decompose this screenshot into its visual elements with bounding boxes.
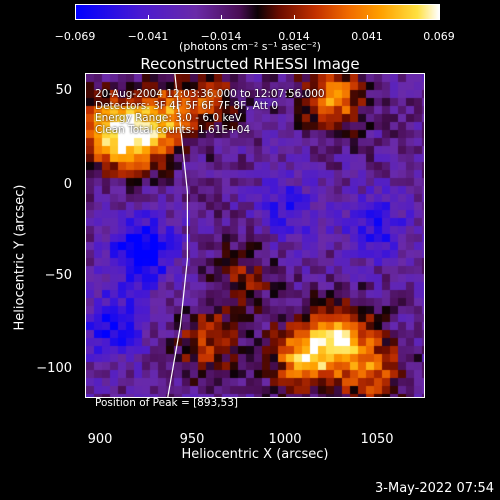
colorbar-tick-label: −0.069	[54, 30, 96, 43]
colorbar-tick-mark	[75, 15, 76, 20]
y-tick-label: −50	[44, 268, 72, 283]
y-tick-label: 0	[63, 177, 72, 192]
info-detectors: Detectors: 3F 4F 5F 6F 7F 8F, Att 0	[95, 100, 279, 112]
colorbar-tick-mark	[221, 15, 222, 20]
x-tick-label: 1050	[360, 432, 394, 447]
colorbar-tick-label: 0.014	[278, 30, 310, 43]
y-tick-label: −100	[36, 361, 72, 376]
colorbar-tick-label: −0.041	[127, 30, 169, 43]
plot-area[interactable]	[85, 73, 425, 398]
colorbar-tick-mark	[148, 15, 149, 20]
colorbar	[75, 4, 440, 20]
chart-title: Reconstructed RHESSI Image	[140, 55, 360, 73]
x-tick-label: 900	[87, 432, 113, 447]
x-tick-label: 950	[179, 432, 205, 447]
info-energy: Energy Range: 3.0 - 6.0 keV	[95, 112, 242, 124]
timestamp: 3-May-2022 07:54	[375, 481, 494, 496]
x-axis-label: Heliocentric X (arcsec)	[181, 447, 329, 462]
solar-limb-line	[167, 74, 188, 397]
y-tick-label: 50	[55, 83, 72, 98]
peak-position: Position of Peak = [893,53]	[95, 397, 239, 409]
colorbar-tick-mark	[367, 15, 368, 20]
info-time: 20-Aug-2004 12:03:36.000 to 12:07:56.000	[95, 88, 325, 100]
colorbar-tick-label: 0.069	[423, 30, 455, 43]
colorbar-tick-label: −0.014	[200, 30, 242, 43]
x-tick-label: 1000	[268, 432, 302, 447]
heatmap-image	[86, 74, 424, 397]
colorbar-tick-mark	[439, 15, 440, 20]
y-axis-label: Heliocentric Y (arcsec)	[12, 184, 28, 331]
solar-limb-svg	[167, 74, 188, 397]
info-method: Clean Total counts: 1.61E+04	[95, 124, 251, 136]
colorbar-tick-mark	[294, 15, 295, 20]
colorbar-units: (photons cm⁻² s⁻¹ asec⁻²)	[179, 40, 321, 53]
colorbar-tick-label: 0.041	[351, 30, 383, 43]
